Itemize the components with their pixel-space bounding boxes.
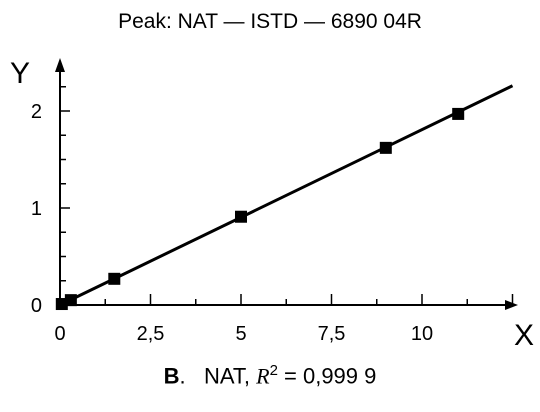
x-tick-label: 5 (235, 323, 246, 345)
data-point (55, 298, 68, 311)
caption-r2-value: = 0,999 9 (277, 363, 377, 389)
figure-caption: B. NAT, R2 = 0,999 9 (163, 362, 377, 389)
fit-line (59, 84, 514, 307)
data-point (379, 141, 392, 154)
y-tick-label: 1 (31, 198, 42, 220)
data-point (108, 272, 121, 285)
caption-r-exponent: 2 (269, 362, 278, 379)
x-tick-label: 2,5 (137, 323, 165, 345)
caption-panel-letter: B (163, 363, 180, 389)
y-tick-label: 0 (31, 295, 42, 317)
data-points (55, 107, 465, 311)
y-axis-arrow (55, 58, 65, 72)
data-point (235, 210, 247, 223)
x-axis-arrow (505, 300, 518, 310)
caption-r-symbol: R (256, 363, 270, 389)
chart-title: Peak: NAT — ISTD — 6890 04R (118, 10, 422, 33)
y-tick-label: 2 (31, 101, 42, 123)
x-tick-label: 7,5 (318, 323, 346, 345)
data-point (452, 107, 465, 120)
y-axis-label: Y (10, 57, 30, 90)
x-tick-label: 10 (411, 323, 433, 345)
x-tick-label: 0 (54, 323, 65, 345)
tick-labels: 0 2,5 5 7,5 10 0 1 2 (31, 101, 433, 345)
data-point (64, 294, 77, 307)
x-axis-label: X (514, 319, 534, 352)
fit-line-group (59, 84, 514, 307)
caption-text: NAT, (203, 363, 257, 389)
